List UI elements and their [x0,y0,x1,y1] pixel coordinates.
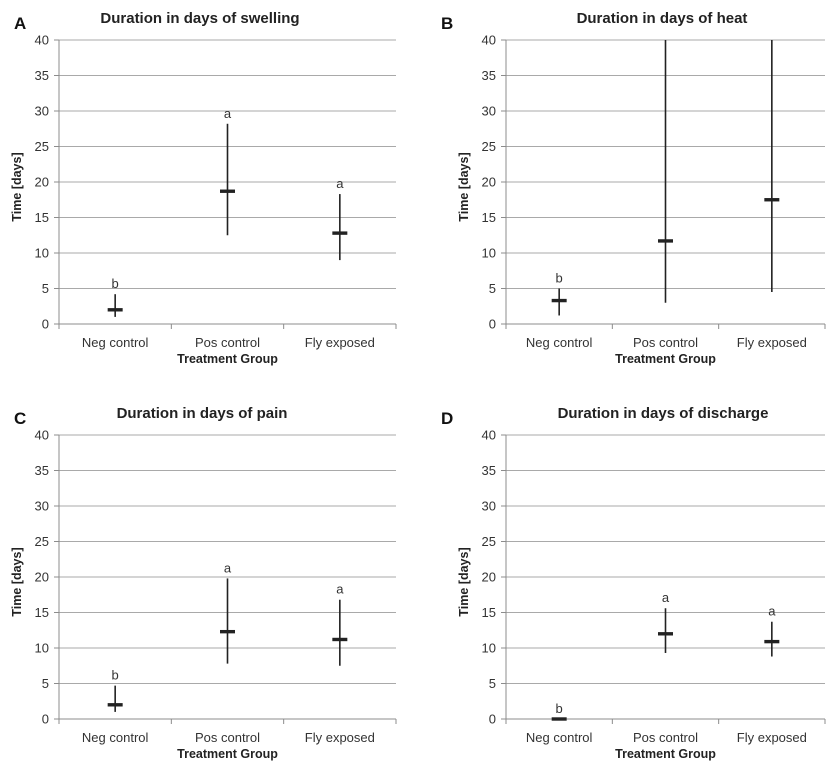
y-tick-label: 40 [35,428,49,443]
x-axis-label: Treatment Group [177,352,278,366]
x-axis-label: Treatment Group [615,352,716,366]
y-tick-label: 30 [482,104,496,119]
panel-letter: A [14,14,26,33]
y-tick-label: 10 [482,246,496,261]
y-tick-label: 20 [35,175,49,190]
y-tick-label: 0 [489,712,496,727]
panel-letter: C [14,409,26,428]
chart-title: Duration in days of swelling [100,10,299,27]
y-tick-label: 25 [482,139,496,154]
y-axis-label: Time [days] [10,152,24,221]
x-tick-label: Fly exposed [737,335,807,350]
significance-label: b [112,668,119,683]
significance-label: a [224,560,232,575]
y-tick-label: 40 [482,33,496,48]
chart-panel-a: A Duration in days of swelling 0 5 10 15 20 25 3… [10,10,397,366]
y-tick-label: 35 [482,463,496,478]
y-axis-label: Time [days] [10,547,24,616]
x-axis-label: Treatment Group [177,747,278,761]
x-tick-label: Neg control [82,730,149,745]
y-tick-label: 5 [42,676,49,691]
x-tick-label: Fly exposed [305,730,375,745]
y-tick-label: 25 [35,139,49,154]
significance-label: a [662,590,670,605]
y-tick-label: 15 [35,210,49,225]
x-tick-label: Pos control [195,335,260,350]
significance-label: a [336,582,344,597]
significance-label: a [224,106,232,121]
panel-letter: B [441,14,453,33]
significance-label: b [556,701,563,716]
x-tick-label: Pos control [633,730,698,745]
y-tick-label: 35 [35,68,49,83]
x-tick-label: Pos control [633,335,698,350]
y-tick-label: 40 [482,428,496,443]
y-tick-label: 35 [482,68,496,83]
y-tick-label: 20 [482,570,496,585]
chart-title: Duration in days of discharge [558,405,769,422]
chart-panel-d: D Duration in days of discharge 0 5 10 15 20 25… [441,405,826,761]
y-tick-label: 10 [35,246,49,261]
y-tick-label: 30 [35,499,49,514]
y-tick-label: 40 [35,33,49,48]
chart-title: Duration in days of pain [117,405,288,422]
chart-panel-c: C Duration in days of pain 0 5 10 15 20 25 30 35 4… [10,405,397,761]
y-axis-label: Time [days] [457,547,471,616]
x-tick-label: Neg control [526,335,593,350]
significance-label: a [336,176,344,191]
y-tick-label: 5 [42,281,49,296]
x-tick-label: Fly exposed [737,730,807,745]
y-tick-label: 15 [482,210,496,225]
y-tick-label: 20 [482,175,496,190]
x-axis-label: Treatment Group [615,747,716,761]
y-tick-label: 0 [42,712,49,727]
x-tick-label: Fly exposed [305,335,375,350]
y-tick-label: 0 [42,317,49,332]
y-tick-label: 30 [35,104,49,119]
y-tick-label: 20 [35,570,49,585]
y-tick-label: 5 [489,676,496,691]
y-tick-label: 35 [35,463,49,478]
y-tick-label: 15 [482,605,496,620]
chart-title: Duration in days of heat [577,10,748,27]
panel-letter: D [441,409,453,428]
chart-panel-b: B Duration in days of heat 0 5 10 15 20 25 30 35 4… [441,10,826,366]
x-tick-label: Pos control [195,730,260,745]
y-tick-label: 25 [35,534,49,549]
significance-label: a [768,604,776,619]
y-tick-label: 10 [482,641,496,656]
y-tick-label: 10 [35,641,49,656]
y-axis-label: Time [days] [457,152,471,221]
y-tick-label: 15 [35,605,49,620]
significance-label: b [556,271,563,286]
significance-label: b [112,276,119,291]
y-tick-label: 25 [482,534,496,549]
x-tick-label: Neg control [82,335,149,350]
y-tick-label: 30 [482,499,496,514]
y-tick-label: 0 [489,317,496,332]
x-tick-label: Neg control [526,730,593,745]
y-tick-label: 5 [489,281,496,296]
